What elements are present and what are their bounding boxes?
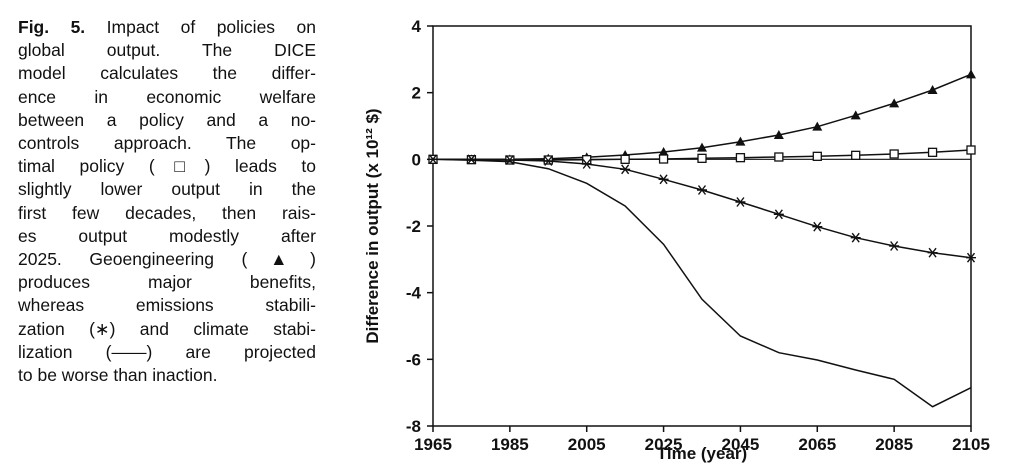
emissions-stabilization-point: [581, 159, 592, 169]
x-tick-label: 2065: [798, 435, 836, 454]
emissions-stabilization-point: [504, 155, 515, 165]
geoengineering-point: [658, 147, 669, 156]
caption-line-15: lization (——) are projected: [18, 341, 316, 362]
emissions-stabilization-point: [927, 247, 938, 258]
geoengineering-point: [697, 142, 707, 152]
emissions-stabilization-point: [466, 154, 477, 165]
emissions-stabilization-point: [620, 164, 631, 175]
caption-line-12: produces major benefits,: [18, 272, 316, 293]
x-tick-label: 2105: [952, 435, 990, 454]
y-tick-label: 4: [412, 17, 422, 36]
optimal-policy-point: [658, 154, 669, 164]
emissions-stabilization-point: [889, 241, 900, 251]
optimal-policy-point: [697, 153, 707, 163]
x-tick-label: 1965: [414, 435, 452, 454]
caption-line-2: global output. The DICE: [18, 40, 316, 61]
optimal-policy-point: [620, 154, 630, 164]
geoengineering-point: [773, 130, 784, 139]
geoengineering-point: [735, 136, 746, 146]
y-tick-label: -4: [406, 284, 422, 303]
emissions-stabilization-line: [433, 158, 972, 259]
figure-caption: Fig. 5. Impact of policies on global out…: [18, 16, 316, 387]
caption-line-14: zation (∗) and climate stabi-: [18, 318, 316, 339]
emissions-stabilization-point: [697, 185, 707, 195]
plot-frame: [432, 25, 972, 427]
emissions-stabilization-point: [773, 209, 784, 220]
geoengineering-point: [927, 85, 938, 94]
y-tick-label: -8: [406, 417, 421, 436]
optimal-policy-point: [735, 153, 746, 163]
optimal-policy-point: [927, 147, 938, 157]
optimal-policy-point: [851, 150, 861, 160]
emissions-stabilization-point: [658, 174, 669, 185]
y-tick-label: 2: [412, 84, 421, 103]
caption-line-3: model calculates the differ-: [18, 63, 316, 84]
x-tick-label: 2005: [568, 435, 606, 454]
y-tick-label: 0: [412, 150, 421, 169]
emissions-stabilization-point: [850, 232, 861, 243]
emissions-stabilization-point: [966, 252, 976, 263]
x-tick-label: 2025: [645, 435, 683, 454]
geoengineering-point: [966, 69, 976, 79]
geoengineering-point: [889, 98, 900, 108]
y-tick-label: -6: [406, 350, 421, 369]
y-axis-title: Difference in output (x 10¹² $): [363, 108, 382, 343]
caption-line-9: first few decades, then rais-: [18, 202, 316, 223]
caption-line-10: es output modestly after: [18, 225, 316, 246]
caption-line-5: between a policy and a no-: [18, 109, 316, 130]
caption-text-1: Impact of policies on: [106, 17, 316, 37]
geoengineering-point: [850, 110, 861, 120]
x-tick-label: 2045: [722, 435, 760, 454]
climate-stabilization-line: [432, 158, 972, 408]
optimal-policy-point: [812, 151, 822, 161]
x-axis-title: Time (year): [657, 444, 747, 463]
optimal-policy-point: [774, 152, 784, 162]
emissions-stabilization-point: [812, 221, 823, 232]
caption-line-7: timal policy (□) leads to: [18, 156, 316, 177]
caption-line-1: Fig. 5. Impact of policies on: [18, 16, 316, 39]
emissions-stabilization-point: [543, 156, 554, 166]
figure-label: Fig. 5.: [18, 17, 86, 37]
caption-line-16: to be worse than inaction.: [18, 365, 218, 386]
caption-line-11: 2025. Geoengineering (▲): [18, 249, 316, 270]
optimal-policy-point: [889, 149, 899, 159]
x-tick-label: 1985: [491, 435, 529, 454]
caption-line-6: controls approach. The op-: [18, 133, 316, 154]
y-tick-label: -2: [406, 217, 421, 236]
caption-line-8: slightly lower output in the: [18, 179, 316, 200]
geoengineering-point: [812, 121, 823, 131]
caption-line-13: whereas emissions stabili-: [18, 295, 316, 316]
caption-line-4: ence in economic welfare: [18, 86, 316, 107]
emissions-stabilization-point: [735, 197, 746, 207]
optimal-policy-point: [966, 145, 976, 155]
x-tick-label: 2085: [875, 435, 913, 454]
